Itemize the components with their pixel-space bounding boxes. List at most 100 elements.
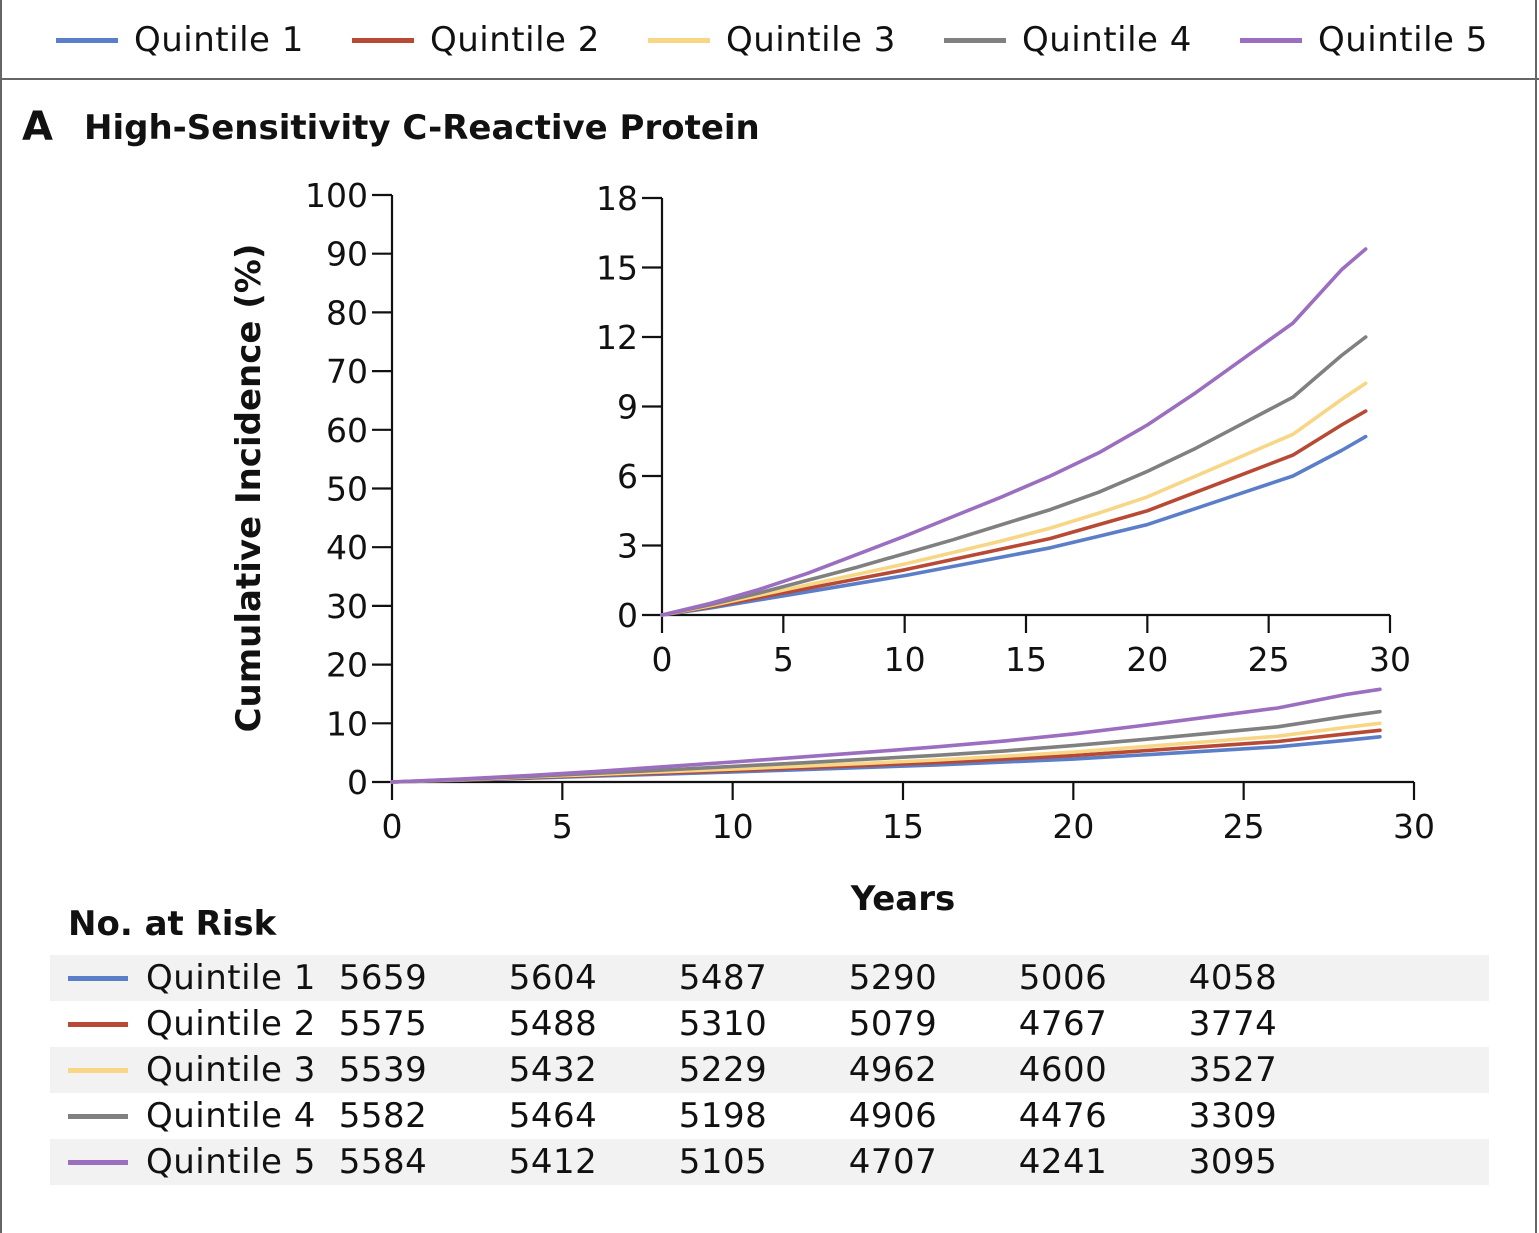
risk-cell: 4707 — [848, 1142, 938, 1182]
risk-label-quintile-4: Quintile 4 — [146, 1096, 316, 1136]
legend: Quintile 1 Quintile 2 Quintile 3 Quintil… — [0, 0, 1539, 80]
legend-item-quintile-1: Quintile 1 — [56, 12, 304, 68]
main-y-tick-label: 70 — [326, 352, 368, 391]
risk-row-quintile-2: Quintile 2 5575 5488 5310 5079 4767 3774 — [50, 1001, 1489, 1047]
main-y-tick-label: 90 — [326, 235, 368, 274]
risk-label-quintile-5: Quintile 5 — [146, 1142, 316, 1182]
inset-y-tick-label: 12 — [596, 318, 638, 357]
risk-cell: 5488 — [508, 1004, 598, 1044]
risk-cell: 5539 — [338, 1050, 428, 1090]
risk-cell: 3527 — [1188, 1050, 1278, 1090]
risk-swatch-quintile-3 — [68, 1068, 128, 1073]
main-x-tick-label: 10 — [712, 807, 754, 846]
risk-swatch-quintile-1 — [68, 976, 128, 981]
x-axis-title: Years — [850, 879, 956, 919]
risk-cell: 4600 — [1018, 1050, 1108, 1090]
legend-swatch-quintile-4 — [944, 37, 1006, 43]
panel-title: High-Sensitivity C-Reactive Protein — [84, 108, 760, 148]
risk-cell: 5006 — [1018, 958, 1108, 998]
risk-row-quintile-4: Quintile 4 5582 5464 5198 4906 4476 3309 — [50, 1093, 1489, 1139]
risk-cell: 3774 — [1188, 1004, 1278, 1044]
inset-y-tick-label: 18 — [596, 179, 638, 218]
inset-x-tick-label: 20 — [1126, 640, 1168, 679]
main-y-tick-label: 20 — [326, 646, 368, 685]
main-x-tick-label: 25 — [1223, 807, 1265, 846]
inset-x-tick-label: 10 — [884, 640, 926, 679]
risk-label-quintile-3: Quintile 3 — [146, 1050, 316, 1090]
legend-item-quintile-3: Quintile 3 — [648, 12, 896, 68]
main-y-tick-label: 80 — [326, 293, 368, 332]
risk-swatch-quintile-2 — [68, 1022, 128, 1027]
risk-cell: 5604 — [508, 958, 598, 998]
main-y-tick-label: 60 — [326, 411, 368, 450]
inset-x-tick-label: 15 — [1005, 640, 1047, 679]
inset-series-line-quintile-1 — [660, 434, 1368, 617]
risk-cell: 4476 — [1018, 1096, 1108, 1136]
legend-item-quintile-4: Quintile 4 — [944, 12, 1192, 68]
inset-series-line-quintile-2 — [660, 409, 1368, 617]
risk-swatch-quintile-5 — [68, 1160, 128, 1165]
inset-x-tick-label: 25 — [1248, 640, 1290, 679]
main-series-line-quintile-5 — [390, 687, 1382, 784]
risk-cell: 5198 — [678, 1096, 768, 1136]
risk-label-quintile-1: Quintile 1 — [146, 958, 316, 998]
risk-cell: 4962 — [848, 1050, 938, 1090]
inset-x-tick-label: 30 — [1369, 640, 1411, 679]
main-x-tick-label: 5 — [552, 807, 573, 846]
risk-cell: 5575 — [338, 1004, 428, 1044]
main-x-tick-label: 15 — [882, 807, 924, 846]
inset-y-tick-label: 15 — [596, 249, 638, 288]
risk-cell: 5105 — [678, 1142, 768, 1182]
risk-cell: 4767 — [1018, 1004, 1108, 1044]
chart: 0 10 20 30 40 50 60 70 80 90 100 0 5 10 15 20 25 30 0 3 6 9 12… — [229, 176, 1435, 919]
risk-cell: 5659 — [338, 958, 428, 998]
legend-item-quintile-5: Quintile 5 — [1240, 12, 1488, 68]
risk-cell: 5229 — [678, 1050, 768, 1090]
main-x-tick-label: 0 — [382, 807, 403, 846]
inset-y-tick-label: 6 — [617, 457, 638, 496]
inset-series-line-quintile-4 — [660, 335, 1368, 617]
risk-row-quintile-1: Quintile 1 5659 5604 5487 5290 5006 4058 — [50, 955, 1489, 1001]
legend-label-quintile-3: Quintile 3 — [726, 20, 896, 60]
risk-table-heading: No. at Risk — [68, 904, 277, 944]
risk-row-quintile-5: Quintile 5 5584 5412 5105 4707 4241 3095 — [50, 1139, 1489, 1185]
inset-series-line-quintile-5 — [660, 247, 1368, 617]
risk-swatch-quintile-4 — [68, 1114, 128, 1119]
risk-cell: 5584 — [338, 1142, 428, 1182]
risk-cell: 5079 — [848, 1004, 938, 1044]
risk-cell: 5290 — [848, 958, 938, 998]
risk-cell: 5582 — [338, 1096, 428, 1136]
y-axis-title: Cumulative Incidence (%) — [229, 244, 269, 733]
legend-swatch-quintile-2 — [352, 37, 414, 43]
legend-swatch-quintile-3 — [648, 37, 710, 43]
main-y-tick-label: 40 — [326, 528, 368, 567]
risk-cell: 5412 — [508, 1142, 598, 1182]
risk-cell: 3095 — [1188, 1142, 1278, 1182]
legend-label-quintile-2: Quintile 2 — [430, 20, 600, 60]
risk-cell: 4906 — [848, 1096, 938, 1136]
main-y-tick-label: 10 — [326, 704, 368, 743]
risk-cell: 5310 — [678, 1004, 768, 1044]
risk-cell: 4241 — [1018, 1142, 1108, 1182]
inset-x-tick-label: 0 — [652, 640, 673, 679]
risk-row-quintile-3: Quintile 3 5539 5432 5229 4962 4600 3527 — [50, 1047, 1489, 1093]
main-y-tick-label: 100 — [305, 176, 368, 215]
risk-table: Quintile 1 5659 5604 5487 5290 5006 4058 Quinti… — [50, 955, 1489, 1185]
legend-swatch-quintile-5 — [1240, 37, 1302, 43]
legend-label-quintile-4: Quintile 4 — [1022, 20, 1192, 60]
inset-x-tick-label: 5 — [773, 640, 794, 679]
inset-y-tick-label: 3 — [617, 527, 638, 566]
inset-y-tick-label: 0 — [617, 596, 638, 635]
main-y-tick-label: 50 — [326, 470, 368, 509]
legend-label-quintile-1: Quintile 1 — [134, 20, 304, 60]
main-y-tick-label: 30 — [326, 587, 368, 626]
legend-label-quintile-5: Quintile 5 — [1318, 20, 1488, 60]
legend-swatch-quintile-1 — [56, 37, 118, 43]
panel-letter: A — [22, 104, 53, 150]
inset-y-tick-label: 9 — [617, 388, 638, 427]
main-x-tick-label: 20 — [1052, 807, 1094, 846]
main-x-tick-label: 30 — [1393, 807, 1435, 846]
risk-label-quintile-2: Quintile 2 — [146, 1004, 316, 1044]
main-series-line-quintile-4 — [390, 709, 1382, 784]
